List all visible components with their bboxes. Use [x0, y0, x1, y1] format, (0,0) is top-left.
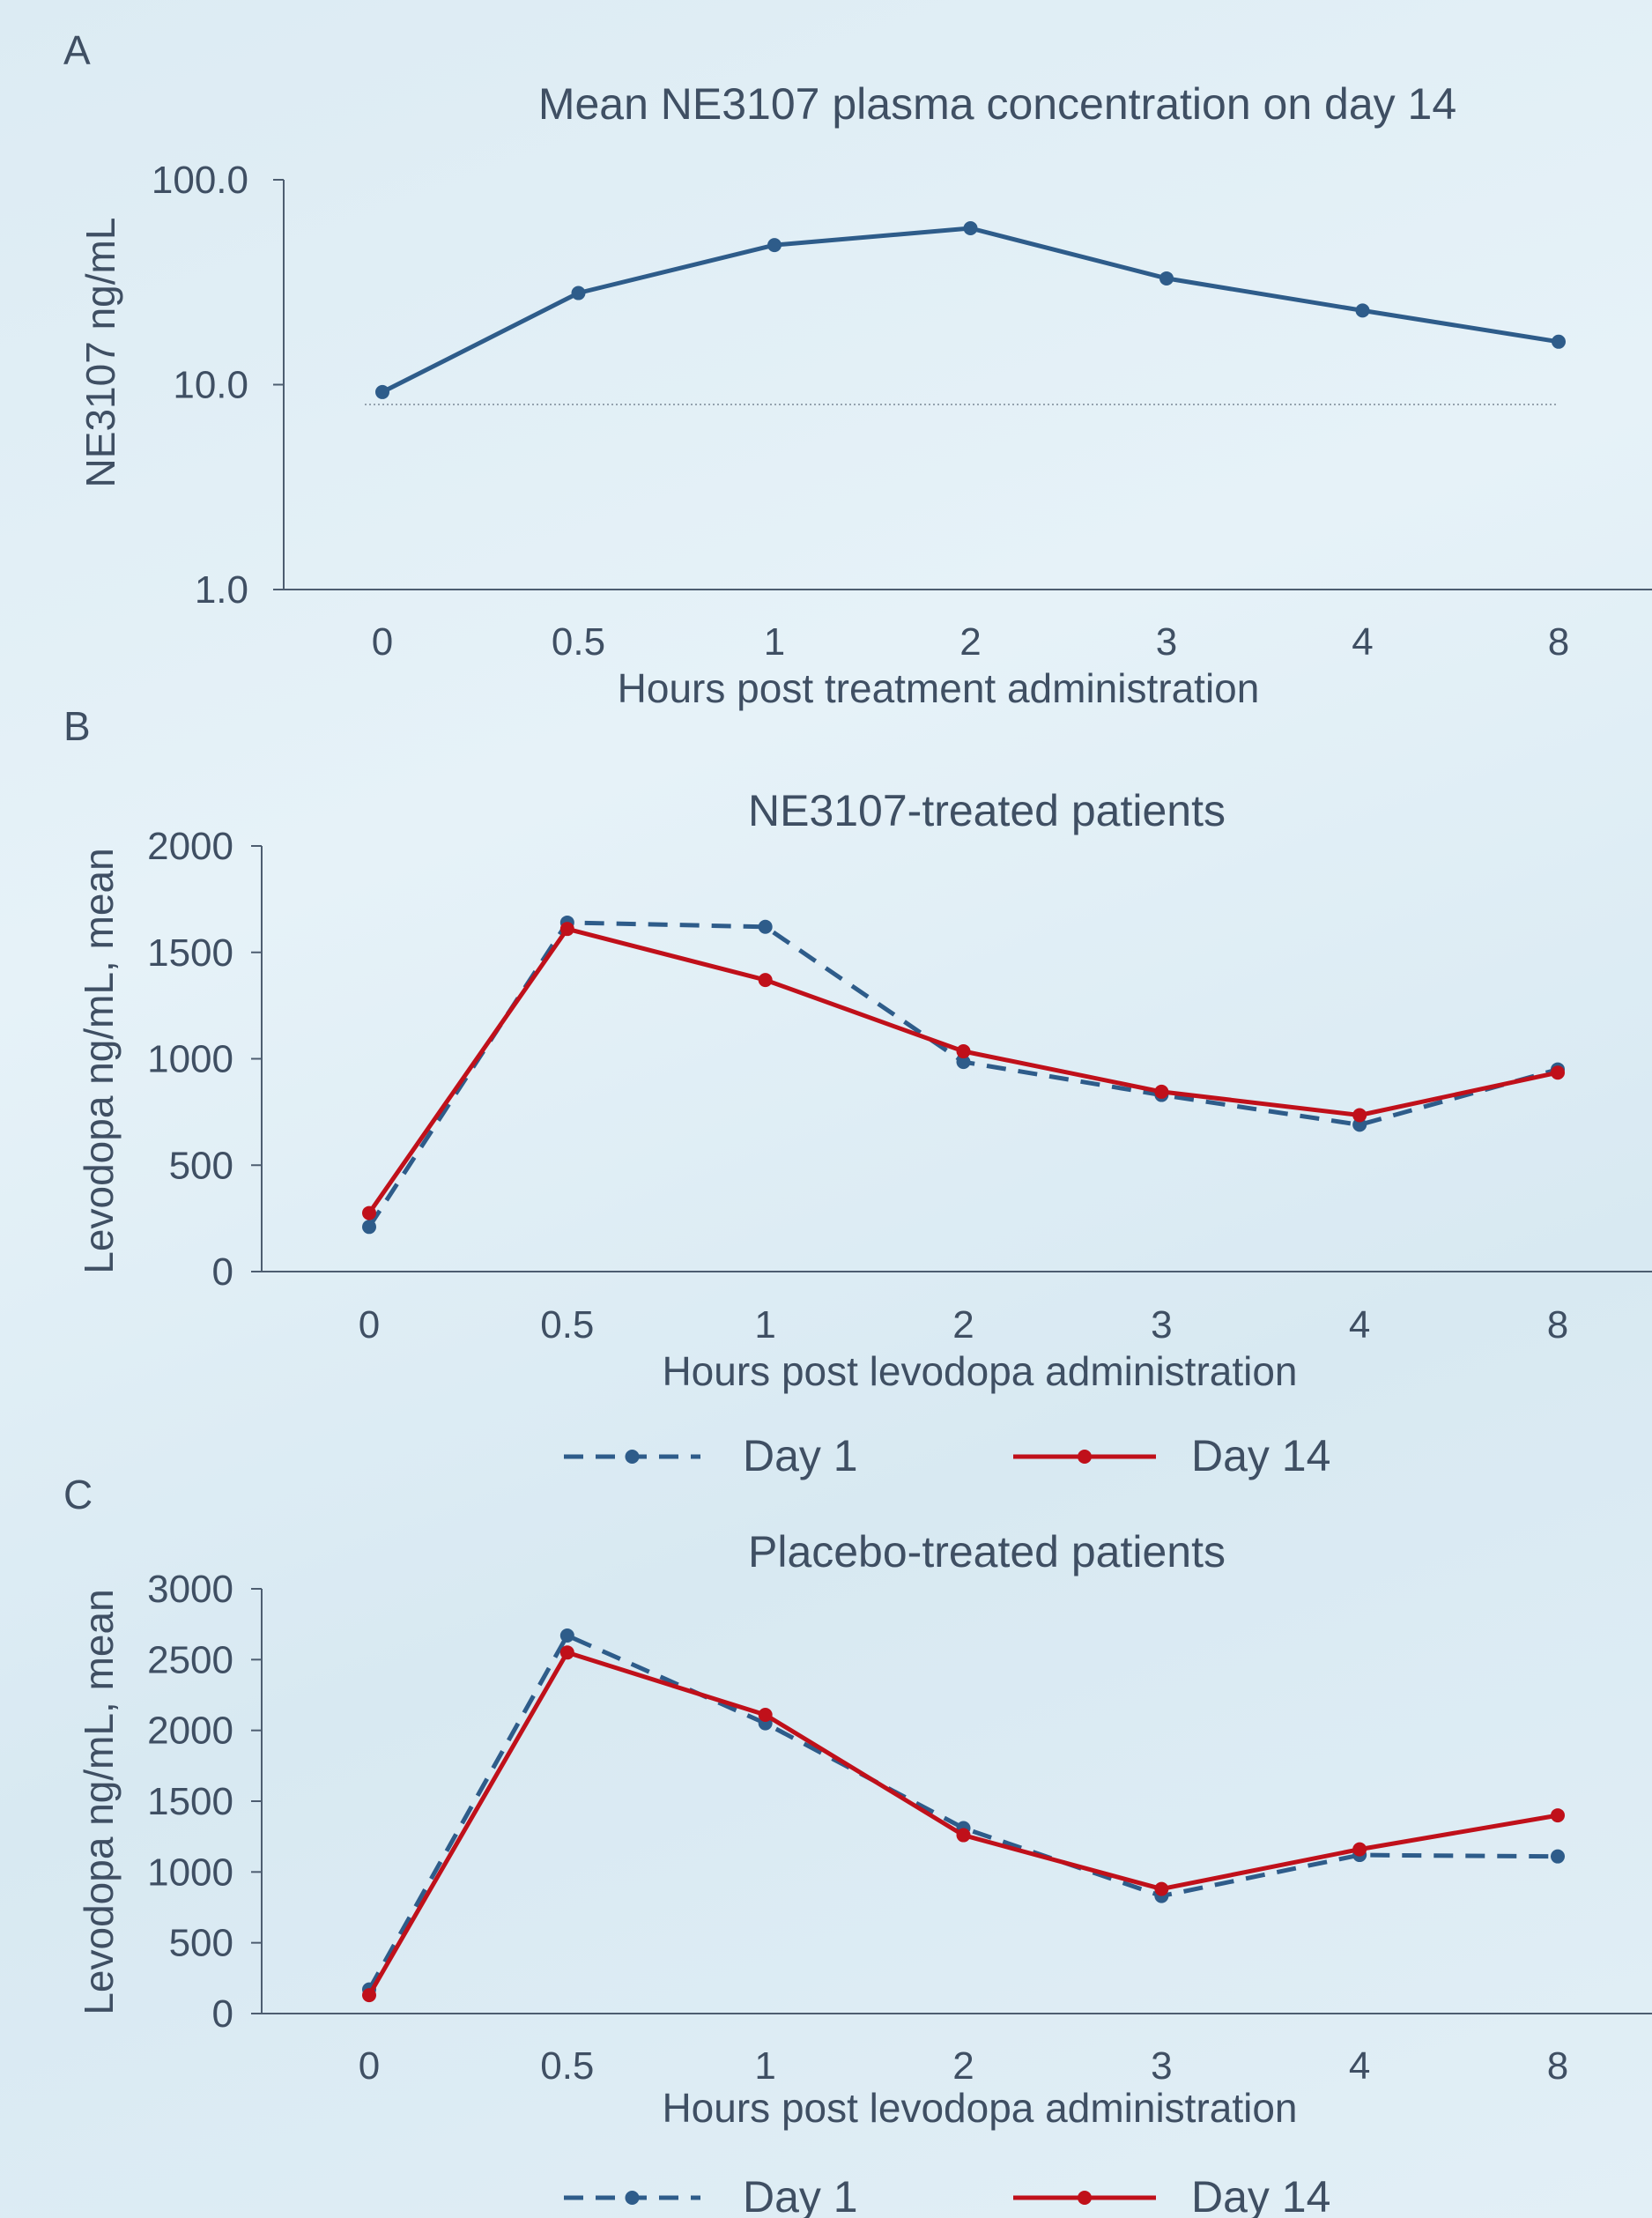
- x-tick-label: 1: [754, 2044, 775, 2088]
- legend-item-day14: Day 14: [1013, 1431, 1330, 1480]
- x-tick-label: 3: [1156, 620, 1177, 664]
- chart-title: Placebo-treated patients: [748, 1527, 1226, 1576]
- data-point: [1355, 303, 1370, 318]
- plot-area: 0 500 1000 1500 2000 2500 3000 0 0.5 1 2 3 4 8: [147, 1568, 1652, 2088]
- x-tick-label: 1: [764, 620, 785, 664]
- data-point: [767, 238, 782, 253]
- y-axis-label: NE3107 ng/mL: [78, 218, 123, 488]
- x-axis-label: Hours post levodopa administration: [662, 1348, 1297, 1394]
- y-tick-label: 2500: [147, 1638, 233, 1681]
- data-point: [758, 1707, 773, 1722]
- x-tick-label: 3: [1151, 1303, 1172, 1346]
- legend-item-day14: Day 14: [1013, 2172, 1330, 2218]
- x-tick-label: 8: [1547, 1303, 1568, 1346]
- data-point: [559, 1628, 574, 1643]
- y-tick-label: 2000: [147, 1710, 233, 1753]
- panel-c: C Placebo-treated patients Levodopa ng/m…: [63, 1472, 1652, 2218]
- y-axis-label: Levodopa ng/mL, mean: [76, 848, 122, 1273]
- legend-item-day1: Day 1: [564, 2172, 858, 2218]
- y-tick-label: 1000: [147, 1851, 233, 1894]
- y-tick-label: 2000: [147, 825, 233, 868]
- data-point: [1352, 1842, 1367, 1857]
- legend-marker: [1078, 1450, 1092, 1464]
- legend-item-day1: Day 1: [564, 1431, 858, 1480]
- data-point: [559, 1645, 574, 1660]
- data-point: [758, 919, 773, 934]
- legend-marker: [1078, 2191, 1092, 2205]
- panel-letter: A: [63, 27, 91, 73]
- legend-marker: [625, 1450, 640, 1464]
- data-point: [1552, 334, 1566, 349]
- plot-area: 0 500 1000 1500 2000 0 0.5 1 2 3 4 8: [147, 825, 1652, 1346]
- data-point: [571, 286, 586, 300]
- x-tick-label: 4: [1352, 620, 1373, 664]
- panel-b: B NE3107-treated patients Levodopa ng/mL…: [63, 703, 1652, 1480]
- x-tick-label: 2: [952, 2044, 974, 2088]
- series-line: [367, 926, 1559, 1215]
- legend-label: Day 14: [1191, 2172, 1330, 2218]
- panel-letter: B: [63, 703, 91, 749]
- x-tick-label: 0: [359, 1303, 380, 1346]
- data-point: [956, 1828, 971, 1843]
- data-point: [362, 1988, 376, 2003]
- chart-title: NE3107-treated patients: [748, 786, 1226, 835]
- data-point: [1551, 1849, 1565, 1864]
- x-tick-label: 8: [1548, 620, 1569, 664]
- panel-a: A Mean NE3107 plasma concentration on da…: [63, 27, 1652, 711]
- x-tick-label: 3: [1151, 2044, 1172, 2088]
- x-tick-label: 1: [754, 1303, 775, 1346]
- x-tick-label: 0.5: [552, 620, 605, 664]
- y-tick-label: 3000: [147, 1568, 233, 1611]
- data-point: [1154, 1084, 1169, 1099]
- data-point: [1551, 1065, 1565, 1080]
- legend: Day 1 Day 14: [564, 2172, 1330, 2218]
- data-point: [559, 922, 574, 937]
- x-axis-label: Hours post treatment administration: [618, 665, 1260, 711]
- x-tick-label: 0.5: [540, 1303, 594, 1346]
- data-point: [758, 973, 773, 988]
- y-tick-label: 1500: [147, 1780, 233, 1823]
- plot-area: 1.0 10.0 100.0 0 0.5 1 2 3 4 8: [152, 159, 1652, 664]
- y-tick-label: 1.0: [195, 568, 248, 612]
- data-point: [1551, 1808, 1565, 1823]
- x-tick-label: 4: [1349, 1303, 1370, 1346]
- x-tick-label: 8: [1547, 2044, 1568, 2088]
- data-point: [963, 221, 978, 236]
- data-point: [362, 1220, 376, 1235]
- y-tick-label: 500: [169, 1144, 233, 1187]
- legend-label: Day 14: [1191, 1431, 1330, 1480]
- y-tick-label: 1000: [147, 1038, 233, 1081]
- x-tick-label: 4: [1349, 2044, 1370, 2088]
- panel-letter: C: [63, 1472, 93, 1517]
- data-point: [1159, 271, 1174, 286]
- legend-label: Day 1: [743, 2172, 858, 2218]
- y-tick-label: 100.0: [152, 159, 248, 202]
- legend-marker: [625, 2191, 640, 2205]
- data-point: [1352, 1108, 1367, 1123]
- data-point: [956, 1044, 971, 1059]
- y-axis-label: Levodopa ng/mL, mean: [76, 1589, 122, 2014]
- y-tick-label: 1500: [147, 931, 233, 975]
- y-tick-label: 500: [169, 1922, 233, 1965]
- x-tick-label: 2: [952, 1303, 974, 1346]
- data-point: [956, 1055, 971, 1070]
- x-tick-label: 0: [359, 2044, 380, 2088]
- x-tick-label: 0.5: [540, 2044, 594, 2088]
- x-tick-label: 0: [372, 620, 393, 664]
- y-tick-label: 0: [212, 1250, 233, 1294]
- data-point: [1154, 1881, 1169, 1896]
- y-tick-label: 10.0: [173, 364, 248, 407]
- series-line: [381, 226, 1559, 395]
- x-tick-label: 2: [959, 620, 981, 664]
- data-point: [362, 1205, 376, 1220]
- chart-title: Mean NE3107 plasma concentration on day …: [538, 79, 1456, 129]
- x-axis-label: Hours post levodopa administration: [662, 2085, 1297, 2131]
- data-point: [375, 384, 389, 399]
- legend: Day 1 Day 14: [564, 1431, 1330, 1480]
- legend-label: Day 1: [743, 1431, 858, 1480]
- y-tick-label: 0: [212, 1992, 233, 2036]
- series-line: [367, 920, 1559, 1228]
